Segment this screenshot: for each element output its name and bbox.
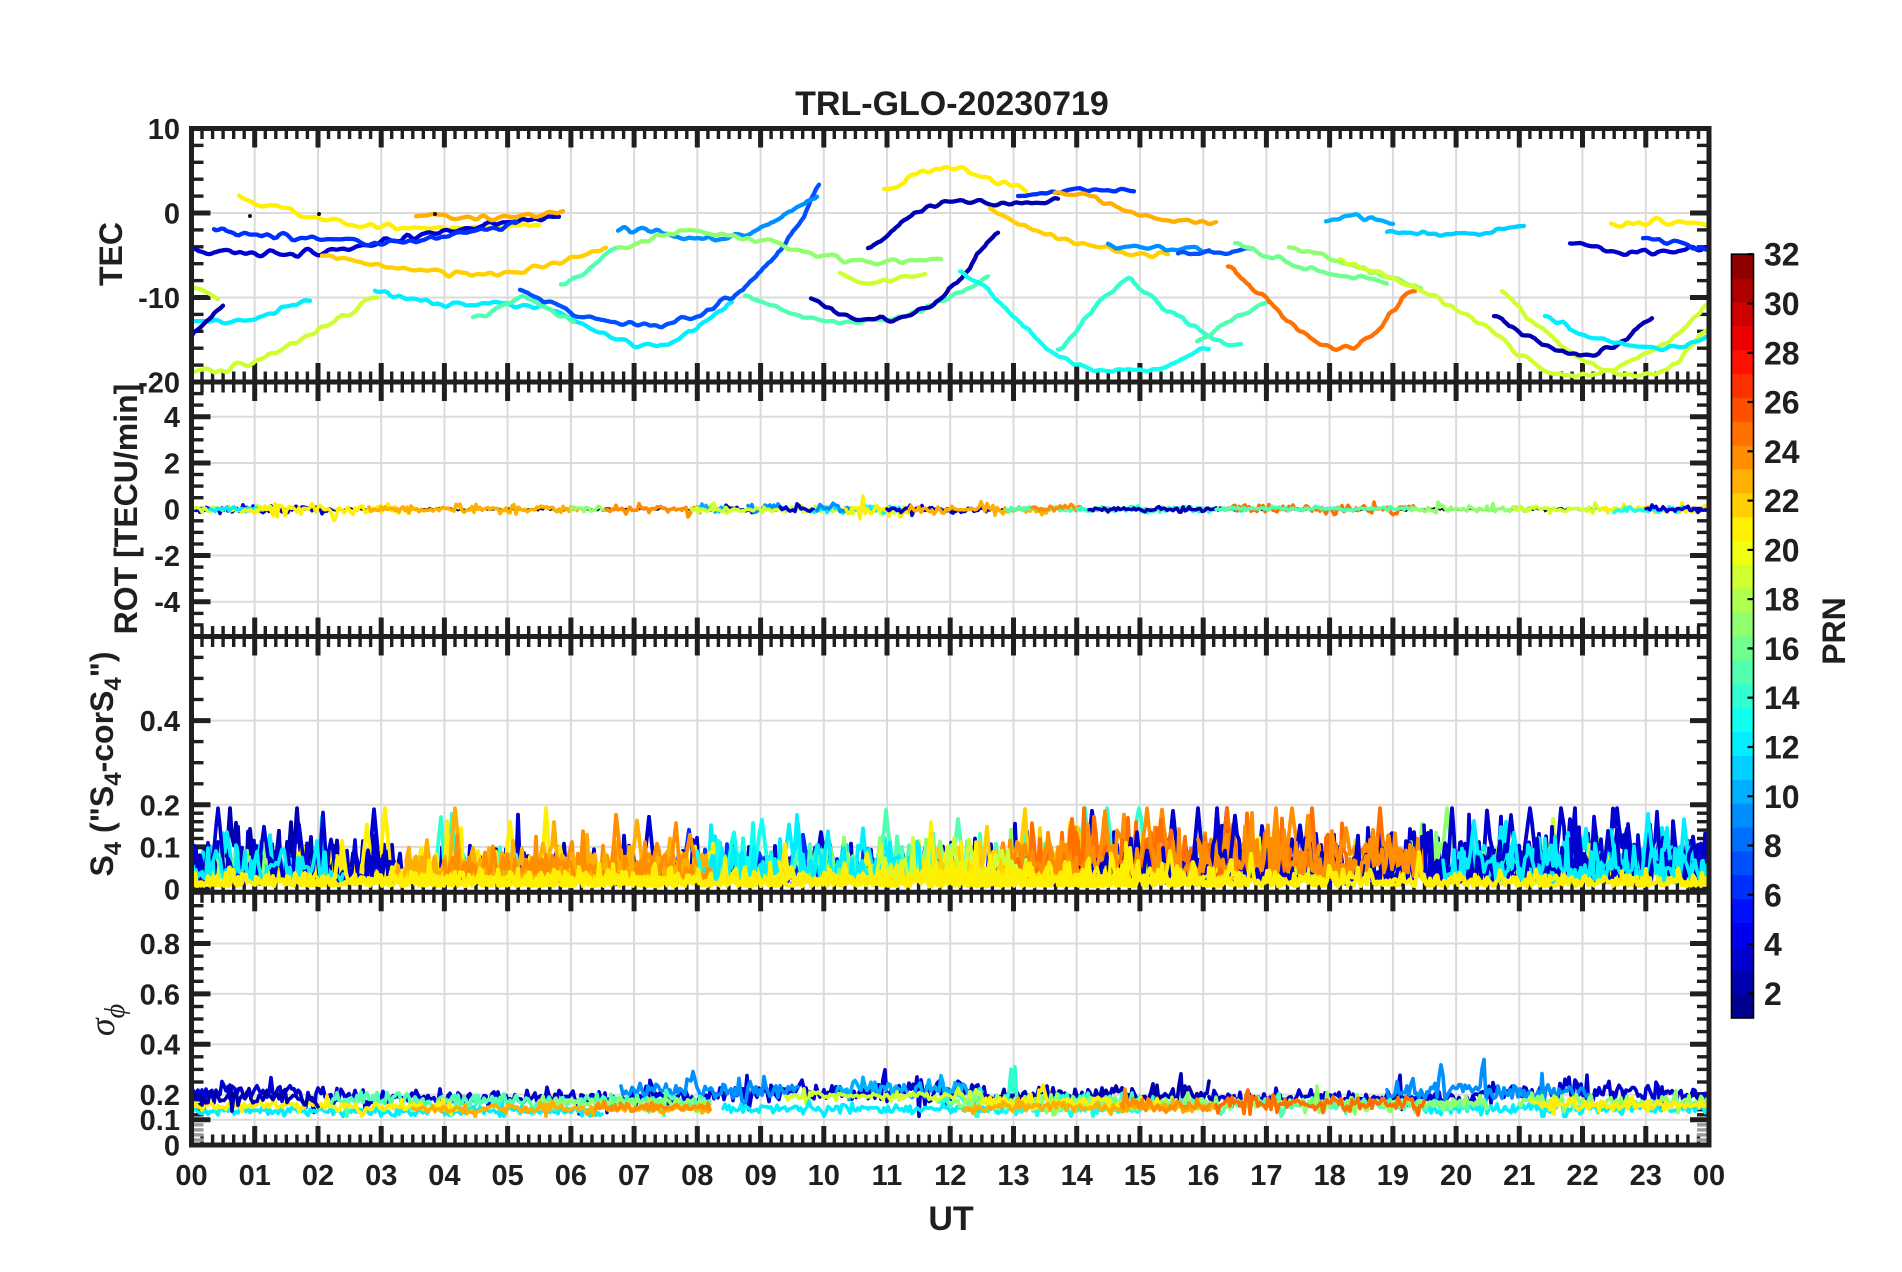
svg-text:26: 26: [1764, 385, 1800, 421]
svg-text:18: 18: [1764, 582, 1800, 618]
svg-text:32: 32: [1764, 237, 1800, 273]
svg-text:20: 20: [1764, 532, 1800, 568]
svg-text:05: 05: [491, 1160, 523, 1192]
svg-text:0: 0: [164, 198, 180, 230]
svg-text:04: 04: [428, 1160, 460, 1192]
svg-text:TEC: TEC: [93, 222, 129, 286]
svg-text:0: 0: [164, 495, 180, 527]
svg-text:30: 30: [1764, 286, 1800, 322]
svg-text:12: 12: [934, 1160, 966, 1192]
svg-text:0.4: 0.4: [140, 1030, 180, 1062]
svg-text:17: 17: [1250, 1160, 1282, 1192]
svg-text:0: 0: [164, 875, 180, 907]
svg-text:2: 2: [164, 448, 180, 480]
svg-text:16: 16: [1187, 1160, 1219, 1192]
svg-text:16: 16: [1764, 631, 1800, 667]
svg-text:-10: -10: [138, 283, 180, 315]
svg-text:00: 00: [1693, 1160, 1725, 1192]
svg-text:-20: -20: [138, 367, 180, 399]
svg-text:12: 12: [1764, 730, 1800, 766]
svg-text:22: 22: [1566, 1160, 1598, 1192]
svg-text:8: 8: [1764, 828, 1782, 864]
svg-text:03: 03: [365, 1160, 397, 1192]
svg-text:06: 06: [555, 1160, 587, 1192]
svg-text:0.2: 0.2: [140, 790, 180, 822]
svg-text:-2: -2: [154, 541, 180, 573]
svg-text:00: 00: [175, 1160, 207, 1192]
svg-text:18: 18: [1313, 1160, 1345, 1192]
svg-text:10: 10: [148, 114, 180, 146]
svg-text:0: 0: [164, 1130, 180, 1162]
svg-text:24: 24: [1764, 434, 1800, 470]
svg-text:22: 22: [1764, 483, 1800, 519]
svg-text:19: 19: [1377, 1160, 1409, 1192]
svg-text:02: 02: [302, 1160, 334, 1192]
svg-text:21: 21: [1503, 1160, 1535, 1192]
svg-text:-4: -4: [154, 587, 180, 619]
svg-text:09: 09: [744, 1160, 776, 1192]
svg-text:0.4: 0.4: [140, 706, 180, 738]
svg-text:15: 15: [1124, 1160, 1156, 1192]
svg-text:0.1: 0.1: [140, 832, 180, 864]
svg-text:01: 01: [239, 1160, 271, 1192]
svg-text:11: 11: [872, 1160, 903, 1192]
svg-text:6: 6: [1764, 877, 1782, 913]
svg-text:UT: UT: [928, 1200, 974, 1238]
svg-text:10: 10: [808, 1160, 840, 1192]
svg-text:0.2: 0.2: [140, 1080, 180, 1112]
svg-text:0.1: 0.1: [140, 1105, 180, 1137]
svg-text:0.6: 0.6: [140, 979, 180, 1011]
svg-text:07: 07: [618, 1160, 650, 1192]
svg-text:TRL-GLO-20230719: TRL-GLO-20230719: [795, 85, 1109, 123]
svg-text:PRN: PRN: [1816, 597, 1852, 665]
svg-text:4: 4: [164, 402, 180, 434]
svg-text:10: 10: [1764, 779, 1800, 815]
svg-text:08: 08: [681, 1160, 713, 1192]
svg-text:28: 28: [1764, 335, 1800, 371]
svg-text:13: 13: [997, 1160, 1029, 1192]
svg-text:14: 14: [1061, 1160, 1093, 1192]
svg-text:ROT [TECU/min]: ROT [TECU/min]: [108, 384, 144, 635]
svg-text:4: 4: [1764, 927, 1782, 963]
svg-text:23: 23: [1630, 1160, 1662, 1192]
svg-text:20: 20: [1440, 1160, 1472, 1192]
svg-text:14: 14: [1764, 680, 1800, 716]
svg-text:2: 2: [1764, 976, 1782, 1012]
svg-text:0.8: 0.8: [140, 929, 180, 961]
